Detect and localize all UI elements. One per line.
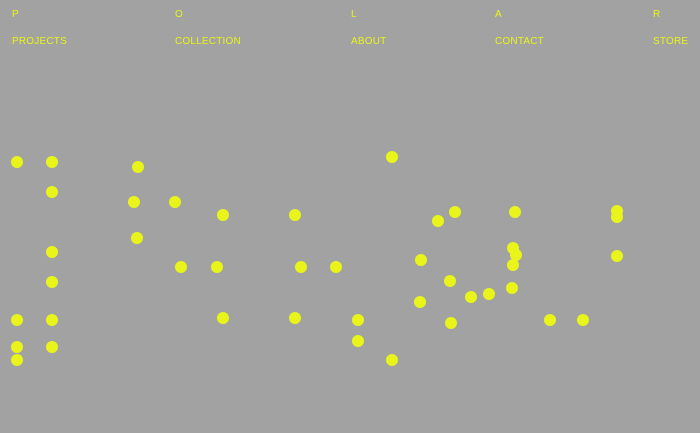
dot-marker[interactable] [289,209,301,221]
dot-marker[interactable] [352,335,364,347]
brand-letter-l: L [351,9,357,20]
dot-marker[interactable] [175,261,187,273]
dot-marker[interactable] [46,314,58,326]
dot-marker[interactable] [352,314,364,326]
dot-marker[interactable] [11,156,23,168]
dot-marker[interactable] [289,312,301,324]
nav-column-about: L ABOUT [351,9,386,48]
dot-marker[interactable] [217,209,229,221]
dot-marker[interactable] [414,296,426,308]
nav-column-store: R STORE [653,9,688,48]
dot-marker[interactable] [46,276,58,288]
brand-letter-r: R [653,9,661,20]
dot-marker[interactable] [507,259,519,271]
dot-marker[interactable] [46,156,58,168]
dot-marker[interactable] [169,196,181,208]
nav-link-contact[interactable]: CONTACT [495,36,544,47]
nav-column-contact: A CONTACT [495,9,544,48]
dot-marker[interactable] [465,291,477,303]
dot-marker[interactable] [46,246,58,258]
nav-column-collection: O COLLECTION [175,9,241,48]
dot-marker[interactable] [11,314,23,326]
dot-marker[interactable] [449,206,461,218]
dot-marker[interactable] [128,196,140,208]
dot-marker[interactable] [217,312,229,324]
nav-link-about[interactable]: ABOUT [351,36,387,47]
dot-marker[interactable] [11,354,23,366]
nav-column-projects: P PROJECTS [12,9,67,48]
nav-link-projects[interactable]: PROJECTS [12,36,67,47]
dot-marker[interactable] [46,186,58,198]
dot-marker[interactable] [509,206,521,218]
dot-marker[interactable] [483,288,495,300]
dot-marker[interactable] [132,161,144,173]
dot-marker[interactable] [330,261,342,273]
dot-marker[interactable] [386,151,398,163]
dot-marker[interactable] [432,215,444,227]
brand-letter-o: O [175,9,184,20]
dot-marker[interactable] [444,275,456,287]
dot-marker[interactable] [295,261,307,273]
dot-marker[interactable] [611,250,623,262]
dot-marker[interactable] [131,232,143,244]
brand-letter-p: P [12,9,19,20]
dot-marker[interactable] [386,354,398,366]
dot-marker[interactable] [577,314,589,326]
nav-link-collection[interactable]: COLLECTION [175,36,241,47]
nav-link-store[interactable]: STORE [653,36,689,47]
dot-marker[interactable] [11,341,23,353]
dot-marker[interactable] [445,317,457,329]
dot-marker[interactable] [211,261,223,273]
dot-marker[interactable] [415,254,427,266]
brand-letter-a: A [495,9,502,20]
dot-marker[interactable] [544,314,556,326]
dot-marker[interactable] [611,211,623,223]
dot-marker[interactable] [506,282,518,294]
dot-marker[interactable] [46,341,58,353]
dot-marker[interactable] [510,249,522,261]
